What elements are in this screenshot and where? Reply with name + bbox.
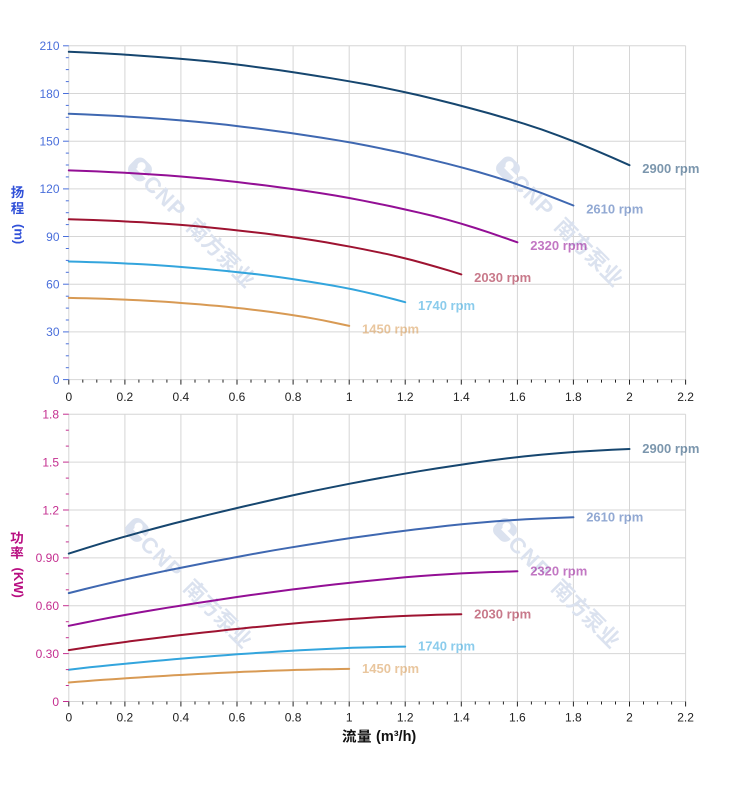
svg-text:2900 rpm: 2900 rpm bbox=[642, 161, 699, 176]
svg-text:0.60: 0.60 bbox=[36, 599, 60, 613]
svg-text:0.4: 0.4 bbox=[173, 390, 190, 404]
svg-text:1.2: 1.2 bbox=[397, 711, 414, 725]
svg-text:1: 1 bbox=[346, 711, 353, 725]
svg-text:2: 2 bbox=[626, 711, 633, 725]
svg-text:2610 rpm: 2610 rpm bbox=[586, 509, 643, 524]
svg-text:30: 30 bbox=[46, 325, 60, 339]
svg-text:1.5: 1.5 bbox=[42, 455, 59, 469]
svg-text:2320 rpm: 2320 rpm bbox=[530, 563, 587, 578]
svg-text:120: 120 bbox=[39, 182, 59, 196]
svg-text:2.2: 2.2 bbox=[677, 711, 694, 725]
svg-text:1740 rpm: 1740 rpm bbox=[418, 298, 475, 313]
svg-text:0.90: 0.90 bbox=[36, 551, 60, 565]
svg-text:150: 150 bbox=[39, 135, 59, 149]
svg-text:2610 rpm: 2610 rpm bbox=[586, 201, 643, 216]
svg-text:2.2: 2.2 bbox=[677, 390, 694, 404]
svg-text:1450 rpm: 1450 rpm bbox=[362, 322, 419, 337]
svg-text:1.4: 1.4 bbox=[453, 390, 470, 404]
svg-text:1740 rpm: 1740 rpm bbox=[418, 639, 475, 654]
svg-text:0: 0 bbox=[53, 373, 60, 387]
svg-text:1.8: 1.8 bbox=[565, 711, 582, 725]
svg-text:1.6: 1.6 bbox=[509, 390, 526, 404]
svg-text:2030 rpm: 2030 rpm bbox=[474, 270, 531, 285]
svg-text:180: 180 bbox=[39, 87, 59, 101]
svg-text:0.2: 0.2 bbox=[117, 711, 134, 725]
svg-text:0.2: 0.2 bbox=[117, 390, 134, 404]
svg-text:0.4: 0.4 bbox=[173, 711, 190, 725]
svg-text:(m): (m) bbox=[12, 224, 27, 244]
svg-text:0.8: 0.8 bbox=[285, 711, 302, 725]
svg-text:0: 0 bbox=[52, 695, 59, 709]
svg-text:1.4: 1.4 bbox=[453, 711, 470, 725]
svg-text:1: 1 bbox=[346, 390, 353, 404]
svg-text:1.8: 1.8 bbox=[42, 408, 59, 422]
svg-text:(m³/h): (m³/h) bbox=[376, 729, 416, 745]
svg-text:0: 0 bbox=[65, 711, 72, 725]
svg-text:0: 0 bbox=[65, 390, 72, 404]
svg-text:1.2: 1.2 bbox=[397, 390, 414, 404]
svg-text:1.6: 1.6 bbox=[509, 711, 526, 725]
svg-text:60: 60 bbox=[46, 278, 60, 292]
svg-text:0.8: 0.8 bbox=[285, 390, 302, 404]
svg-text:0.6: 0.6 bbox=[229, 711, 246, 725]
svg-text:1450 rpm: 1450 rpm bbox=[362, 661, 419, 676]
svg-text:1.8: 1.8 bbox=[565, 390, 582, 404]
svg-text:0.30: 0.30 bbox=[36, 647, 60, 661]
svg-text:2: 2 bbox=[626, 390, 633, 404]
svg-text:2030 rpm: 2030 rpm bbox=[474, 606, 531, 621]
svg-text:(KW): (KW) bbox=[11, 568, 26, 598]
svg-text:2900 rpm: 2900 rpm bbox=[642, 441, 699, 456]
svg-text:0.6: 0.6 bbox=[229, 390, 246, 404]
svg-text:1.2: 1.2 bbox=[42, 503, 59, 517]
svg-text:2320 rpm: 2320 rpm bbox=[530, 238, 587, 253]
svg-text:210: 210 bbox=[39, 39, 59, 53]
svg-text:90: 90 bbox=[46, 230, 60, 244]
